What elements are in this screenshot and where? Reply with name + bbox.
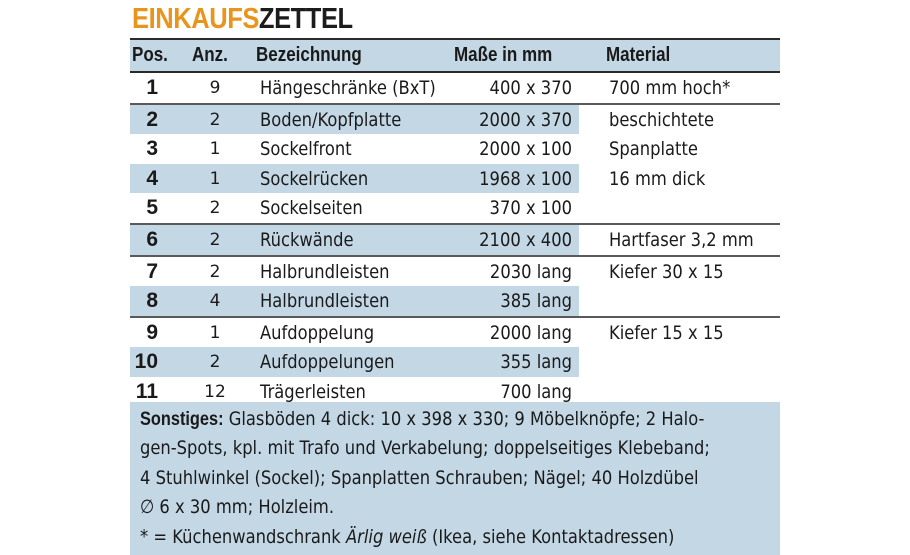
table-row: 1 9 Hängeschränke (BxT) 400 x 370 700 mm… [130, 73, 780, 105]
row-pos: 10 [134, 350, 158, 374]
row-dim: 370 x 100 [489, 197, 572, 220]
row-mat: Kiefer 15 x 15 [609, 321, 724, 344]
header-bez: Bezeichnung [256, 44, 362, 66]
row-dim: 1968 x 100 [479, 167, 572, 190]
shopping-list-table: Pos. Anz. Bezeichnung Maße in mm Materia… [130, 38, 780, 409]
row-pos: 9 [146, 320, 158, 344]
row-pos: 8 [146, 289, 158, 313]
row-pos: 6 [146, 227, 158, 251]
row-anz: 4 [209, 291, 221, 312]
row-anz: 9 [209, 78, 221, 98]
row-mat: Hartfaser 3,2 mm [609, 228, 754, 251]
header-dim: Maße in mm [454, 44, 553, 66]
notes-line-4: ∅ 6 x 30 mm; Holzleim. [140, 496, 335, 518]
row-anz: 12 [204, 381, 226, 402]
table-row: 10 2 Aufdoppelungen 355 lang [130, 347, 780, 377]
row-pos: 2 [146, 107, 158, 131]
row-pos: 3 [146, 137, 158, 161]
row-anz: 1 [209, 168, 221, 189]
table-row: 4 1 Sockelrücken 1968 x 100 16 mm dick [130, 163, 780, 194]
row-mat: 16 mm dick [609, 167, 706, 190]
row-dim: 385 lang [500, 290, 572, 313]
row-pos: 11 [135, 379, 158, 403]
row-mat: Spanplatte [609, 138, 698, 161]
row-bez: Rückwände [260, 228, 354, 251]
row-dim: 2000 x 100 [479, 138, 572, 161]
row-mat: beschichtete [609, 108, 715, 131]
row-bez: Boden/Kopfplatte [260, 108, 402, 131]
row-bez: Sockelrücken [260, 167, 369, 190]
table-row: 3 1 Sockelfront 2000 x 100 Spanplatte [130, 134, 780, 164]
row-pos: 1 [146, 76, 158, 99]
header-pos: Pos. [132, 44, 168, 66]
title-part-orange: EINKAUFS [132, 3, 259, 35]
row-anz: 2 [209, 198, 221, 219]
table-row: 6 2 Rückwände 2100 x 400 Hartfaser 3,2 m… [130, 224, 780, 257]
row-bez: Halbrundleisten [260, 260, 390, 283]
title-part-black: ZETTEL [258, 3, 353, 35]
row-mat: Kiefer 30 x 15 [609, 260, 724, 283]
row-anz: 1 [209, 139, 221, 160]
row-bez: Aufdoppelung [260, 321, 375, 344]
row-dim: 700 lang [500, 380, 572, 403]
table-row: 7 2 Halbrundleisten 2030 lang Kiefer 30 … [130, 257, 780, 287]
row-bez: Trägerleisten [260, 380, 366, 403]
product-name: Ärlig weiß [345, 526, 427, 548]
table-row: 8 4 Halbrundleisten 385 lang [130, 286, 780, 318]
header-mat: Material [606, 44, 671, 66]
table-row: 9 1 Aufdoppelung 2000 lang Kiefer 15 x 1… [130, 318, 780, 348]
row-bez: Hängeschränke (BxT) [260, 77, 436, 99]
row-dim: 2000 lang [489, 321, 572, 344]
footnote: * = Küchenwandschrank Ärlig weiß (Ikea, … [140, 526, 675, 548]
row-bez: Aufdoppelungen [260, 351, 395, 374]
table-header: Pos. Anz. Bezeichnung Maße in mm Materia… [130, 38, 780, 73]
notes-line-2: gen-Spots, kpl. mit Trafo und Verkabelun… [140, 437, 710, 459]
row-dim: 2100 x 400 [479, 228, 572, 251]
row-anz: 2 [209, 261, 221, 282]
row-pos: 4 [146, 166, 158, 190]
row-anz: 1 [209, 322, 221, 343]
row-bez: Sockelseiten [260, 197, 363, 220]
row-anz: 2 [209, 109, 221, 130]
row-bez: Sockelfront [260, 138, 352, 161]
table-row: 2 2 Boden/Kopfplatte 2000 x 370 beschich… [130, 104, 780, 135]
row-dim: 400 x 370 [489, 77, 572, 99]
header-anz: Anz. [192, 44, 228, 66]
row-dim: 2030 lang [489, 260, 572, 283]
row-anz: 2 [209, 229, 221, 250]
row-bez: Halbrundleisten [260, 290, 390, 313]
notes-label: Sonstiges: [140, 409, 224, 430]
row-anz: 2 [209, 352, 221, 373]
row-dim: 2000 x 370 [479, 108, 572, 131]
notes-box: Sonstiges: Glasböden 4 dick: 10 x 398 x … [130, 402, 780, 555]
row-dim: 355 lang [500, 351, 572, 374]
page-title: EINKAUFSZETTEL [132, 2, 353, 36]
row-pos: 7 [146, 259, 158, 283]
table-row: 5 2 Sockelseiten 370 x 100 [130, 193, 780, 225]
notes-line-1: Sonstiges: Glasböden 4 dick: 10 x 398 x … [140, 408, 705, 430]
notes-line-3: 4 Stuhlwinkel (Sockel); Spanplatten Schr… [140, 467, 699, 489]
row-mat: 700 mm hoch* [609, 77, 731, 99]
row-pos: 5 [146, 196, 158, 220]
